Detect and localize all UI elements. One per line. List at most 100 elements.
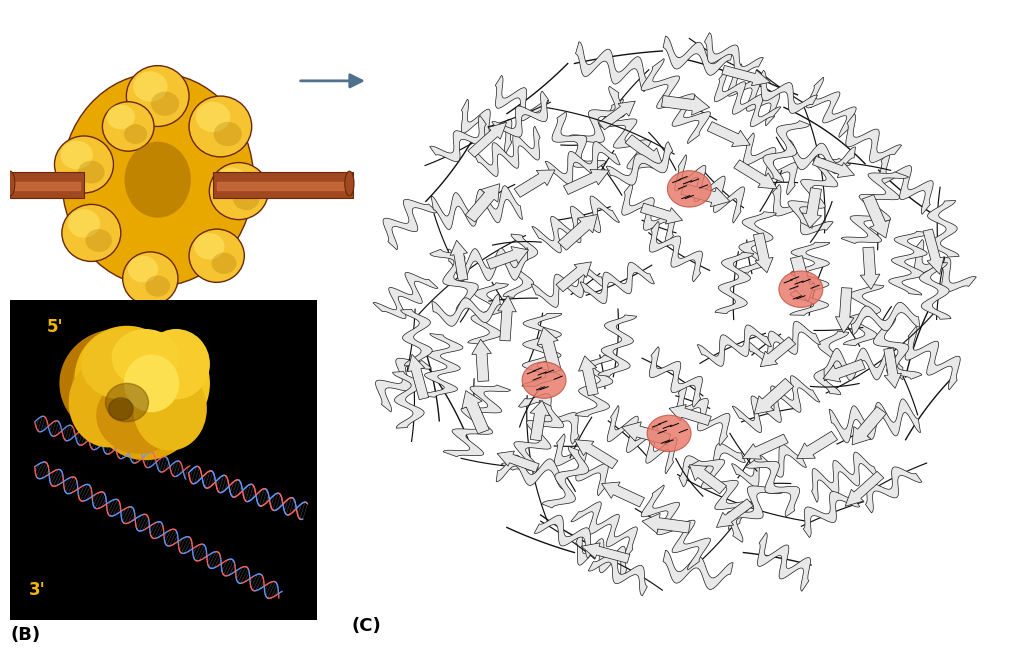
Polygon shape — [914, 239, 976, 293]
Polygon shape — [642, 514, 690, 534]
Polygon shape — [814, 331, 849, 395]
Polygon shape — [732, 376, 820, 433]
Ellipse shape — [87, 332, 204, 460]
Polygon shape — [807, 77, 856, 137]
Polygon shape — [727, 486, 782, 542]
Polygon shape — [622, 422, 671, 445]
Ellipse shape — [85, 229, 112, 252]
Polygon shape — [743, 133, 798, 195]
Polygon shape — [492, 91, 549, 137]
Polygon shape — [606, 141, 673, 185]
Ellipse shape — [78, 161, 104, 183]
Bar — [217, 182, 349, 190]
Polygon shape — [430, 115, 486, 161]
Bar — [14, 182, 80, 190]
Polygon shape — [841, 172, 908, 243]
Polygon shape — [797, 432, 838, 459]
Ellipse shape — [212, 253, 237, 274]
Polygon shape — [845, 472, 884, 506]
Polygon shape — [432, 294, 501, 326]
Ellipse shape — [105, 384, 148, 422]
Polygon shape — [905, 326, 961, 390]
Ellipse shape — [6, 171, 14, 196]
Ellipse shape — [195, 233, 224, 259]
Ellipse shape — [189, 229, 245, 282]
Ellipse shape — [779, 271, 823, 307]
Polygon shape — [754, 378, 794, 414]
Polygon shape — [497, 451, 540, 472]
Polygon shape — [759, 70, 817, 113]
Polygon shape — [530, 400, 550, 441]
Ellipse shape — [61, 73, 254, 286]
Polygon shape — [664, 36, 733, 75]
Polygon shape — [373, 272, 438, 319]
Ellipse shape — [151, 91, 179, 116]
Ellipse shape — [196, 102, 230, 132]
Ellipse shape — [126, 65, 189, 127]
Polygon shape — [588, 553, 647, 596]
Polygon shape — [431, 185, 522, 229]
Ellipse shape — [128, 255, 158, 282]
Polygon shape — [884, 348, 901, 388]
Polygon shape — [502, 400, 564, 470]
Text: (A): (A) — [14, 356, 44, 374]
Polygon shape — [758, 532, 810, 592]
Polygon shape — [535, 515, 593, 558]
Polygon shape — [462, 391, 489, 434]
Ellipse shape — [109, 398, 133, 420]
Polygon shape — [383, 199, 437, 250]
Polygon shape — [468, 122, 507, 157]
Polygon shape — [542, 446, 589, 508]
Polygon shape — [763, 121, 810, 182]
Polygon shape — [581, 262, 654, 303]
Polygon shape — [649, 347, 702, 408]
Polygon shape — [852, 406, 887, 445]
Polygon shape — [601, 482, 644, 507]
Polygon shape — [465, 183, 500, 222]
Polygon shape — [675, 155, 744, 223]
Ellipse shape — [133, 368, 207, 451]
Polygon shape — [575, 41, 648, 91]
Polygon shape — [727, 64, 779, 126]
Polygon shape — [451, 240, 468, 281]
Polygon shape — [715, 69, 781, 127]
Polygon shape — [498, 295, 516, 341]
Polygon shape — [640, 203, 683, 224]
Polygon shape — [928, 200, 959, 257]
Polygon shape — [579, 356, 598, 396]
Polygon shape — [598, 315, 637, 376]
Polygon shape — [574, 440, 617, 469]
Polygon shape — [731, 444, 807, 487]
Polygon shape — [575, 356, 616, 417]
Polygon shape — [607, 406, 677, 474]
Polygon shape — [664, 550, 733, 590]
Ellipse shape — [69, 358, 148, 448]
Ellipse shape — [214, 122, 242, 146]
Ellipse shape — [54, 136, 114, 193]
Polygon shape — [681, 183, 730, 207]
Ellipse shape — [189, 96, 252, 157]
Polygon shape — [622, 183, 676, 245]
Polygon shape — [824, 348, 903, 381]
Polygon shape — [865, 467, 922, 513]
Polygon shape — [862, 195, 890, 238]
Polygon shape — [462, 99, 512, 153]
Polygon shape — [522, 313, 562, 386]
Polygon shape — [545, 141, 621, 185]
Polygon shape — [600, 99, 664, 169]
Ellipse shape — [106, 105, 135, 129]
Ellipse shape — [522, 362, 566, 398]
Polygon shape — [878, 151, 933, 214]
Polygon shape — [554, 434, 608, 496]
Polygon shape — [468, 283, 508, 344]
Polygon shape — [496, 75, 549, 121]
Polygon shape — [598, 101, 635, 129]
Polygon shape — [754, 233, 773, 273]
Ellipse shape — [75, 325, 179, 428]
Text: (C): (C) — [351, 617, 381, 635]
Ellipse shape — [96, 377, 182, 454]
Polygon shape — [472, 340, 492, 382]
Polygon shape — [705, 33, 764, 76]
Ellipse shape — [60, 141, 93, 169]
Bar — [213, 172, 353, 198]
